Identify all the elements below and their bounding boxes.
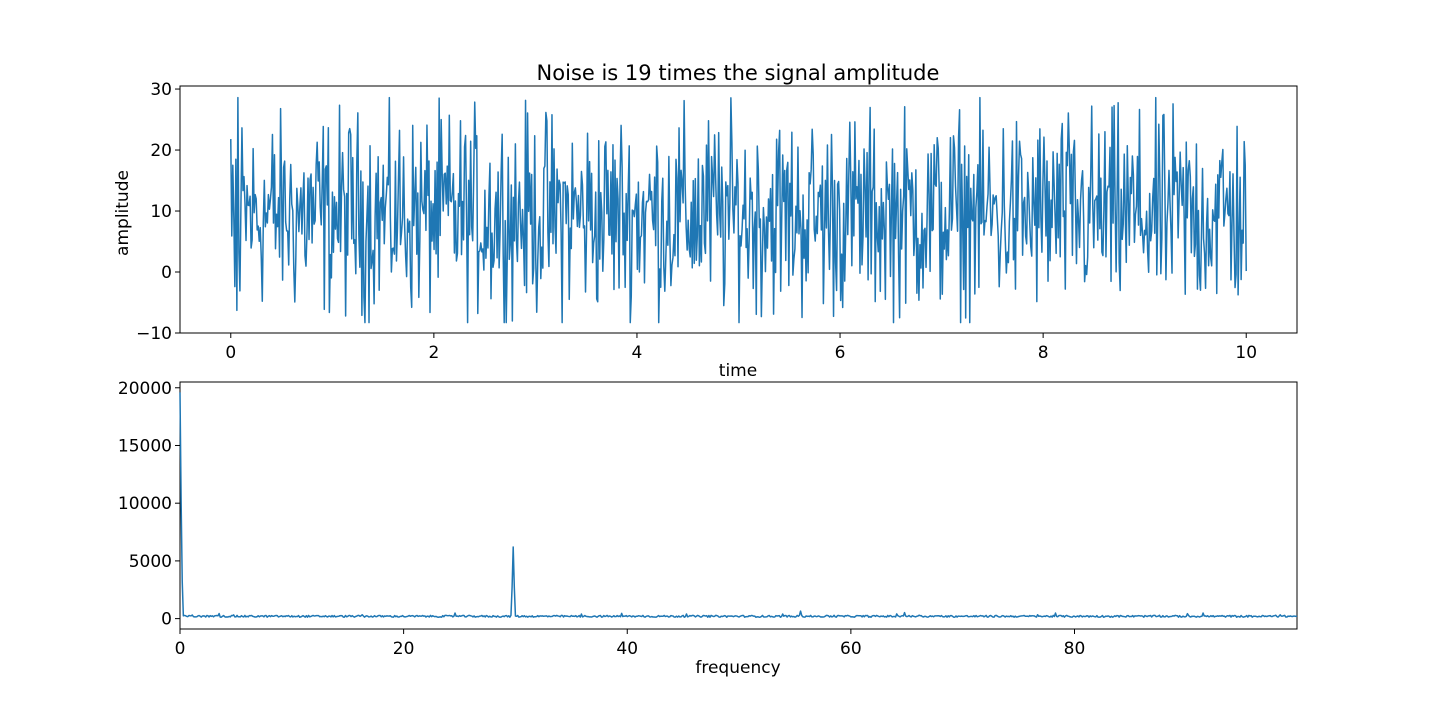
frequency-domain-y-tick-label: 20000 <box>118 379 172 399</box>
frequency-domain-x-tick-label: 60 <box>840 639 862 659</box>
frequency-domain-y-tick-label: 15000 <box>118 436 172 456</box>
frequency-domain-chart: 0 20 40 60 80 0 5000 10000 15000 20000 frequency <box>118 379 1298 678</box>
frequency-domain-x-tick-label: 0 <box>175 639 186 659</box>
time-domain-y-tick-label: 0 <box>161 263 172 283</box>
time-domain-series <box>230 96 1247 324</box>
frequency-domain-x-ticks: 0 20 40 60 80 <box>175 629 1086 659</box>
time-domain-y-tick-label: 30 <box>150 80 172 100</box>
frequency-domain-y-tick-label: 0 <box>161 610 172 630</box>
frequency-domain-x-tick-label: 20 <box>393 639 415 659</box>
frequency-domain-x-tick-label: 80 <box>1064 639 1086 659</box>
frequency-domain-y-ticks: 0 5000 10000 15000 20000 <box>118 379 180 630</box>
time-domain-x-ticks: 0 2 4 6 8 10 <box>225 333 1257 363</box>
frequency-domain-plot-frame <box>179 381 1298 630</box>
time-domain-x-tick-label: 10 <box>1235 343 1257 363</box>
time-domain-x-axis-label: time <box>719 361 757 381</box>
frequency-domain-y-tick-label: 10000 <box>118 494 172 514</box>
frequency-domain-x-axis-label: frequency <box>695 658 780 678</box>
frequency-domain-series-line <box>179 392 1298 618</box>
time-domain-y-tick-label: 20 <box>150 141 172 161</box>
time-domain-y-tick-label: 10 <box>150 202 172 222</box>
chart-title: Noise is 19 times the signal amplitude <box>537 61 940 85</box>
time-domain-x-tick-label: 0 <box>225 343 236 363</box>
frequency-domain-y-tick-label: 5000 <box>129 552 172 572</box>
time-domain-x-tick-label: 8 <box>1038 343 1049 363</box>
time-domain-plot-frame <box>179 85 1298 334</box>
frequency-domain-series <box>179 392 1298 618</box>
time-domain-chart: 0 2 4 6 8 10 −10 0 10 20 30 time amplitude <box>113 80 1298 381</box>
time-domain-x-tick-label: 4 <box>632 343 643 363</box>
time-domain-y-axis-label: amplitude <box>113 170 133 256</box>
time-domain-x-tick-label: 6 <box>835 343 846 363</box>
frequency-domain-x-tick-label: 40 <box>616 639 638 659</box>
time-domain-y-ticks: −10 0 10 20 30 <box>136 80 180 344</box>
time-domain-x-tick-label: 2 <box>428 343 439 363</box>
time-domain-series-line <box>230 96 1247 324</box>
time-domain-y-tick-label: −10 <box>136 324 172 344</box>
